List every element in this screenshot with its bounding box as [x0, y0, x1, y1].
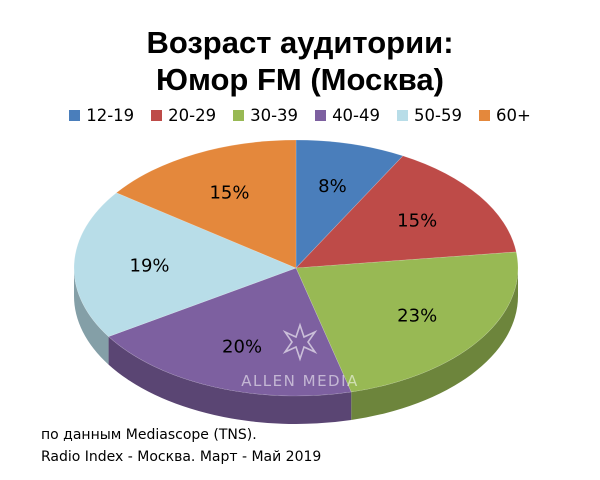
legend-item: 40-49 — [315, 106, 380, 125]
data-label: 15% — [209, 183, 249, 204]
legend-item: 60+ — [478, 106, 531, 125]
data-label: 23% — [397, 305, 437, 326]
data-label: 19% — [130, 255, 170, 276]
data-label: 8% — [318, 176, 347, 197]
legend-swatch — [69, 110, 81, 121]
legend-label: 12-19 — [86, 106, 135, 125]
chart-title: Возраст аудитории: Юмор FM (Москва) — [0, 24, 600, 98]
source-line-1: по данным Mediascope (TNS). — [41, 427, 257, 443]
source-line-2: Radio Index - Москва. Март - Май 2019 — [41, 449, 322, 465]
legend-swatch — [233, 110, 245, 121]
legend-item: 50-59 — [397, 106, 462, 125]
pie-slice — [107, 267, 352, 397]
pie-slice-side — [351, 268, 518, 420]
legend-label: 20-29 — [168, 106, 217, 125]
pie-slice-side — [108, 336, 352, 424]
pie-sides — [74, 268, 518, 424]
legend-item: 30-39 — [233, 106, 298, 125]
legend-swatch — [315, 110, 327, 121]
legend-label: 60+ — [495, 106, 531, 125]
pie-slice-side — [74, 268, 109, 365]
chart-title-line-1: Возраст аудитории: — [146, 25, 454, 60]
pie-slice — [73, 192, 297, 337]
chart-legend: 12-19 20-29 30-39 40-49 50-59 60+ — [0, 106, 600, 125]
legend-swatch — [397, 110, 409, 121]
data-label: 20% — [222, 337, 262, 358]
chart-title-line-2: Юмор FM (Москва) — [156, 62, 444, 97]
data-label: 15% — [397, 211, 437, 232]
watermark-text: ALLEN MEDIA — [241, 372, 359, 390]
source-note: по данным Mediascope (TNS). Radio Index … — [41, 424, 321, 468]
pie-labels: 8% 15% 23% 20% 19% 15% — [130, 176, 438, 357]
pie-slice — [295, 139, 404, 269]
legend-item: 12-19 — [69, 106, 134, 125]
legend-swatch — [151, 110, 163, 121]
watermark: ALLEN MEDIA — [241, 322, 359, 390]
pie-slice — [295, 155, 517, 269]
pie-slice — [115, 139, 297, 269]
legend-item: 20-29 — [151, 106, 216, 125]
legend-swatch — [478, 110, 490, 121]
pie-slice — [295, 251, 519, 393]
legend-label: 50-59 — [414, 106, 462, 125]
pie-tops — [73, 139, 519, 397]
star-burst-icon — [282, 322, 318, 362]
legend-label: 40-49 — [332, 106, 381, 125]
legend-label: 30-39 — [250, 106, 299, 125]
